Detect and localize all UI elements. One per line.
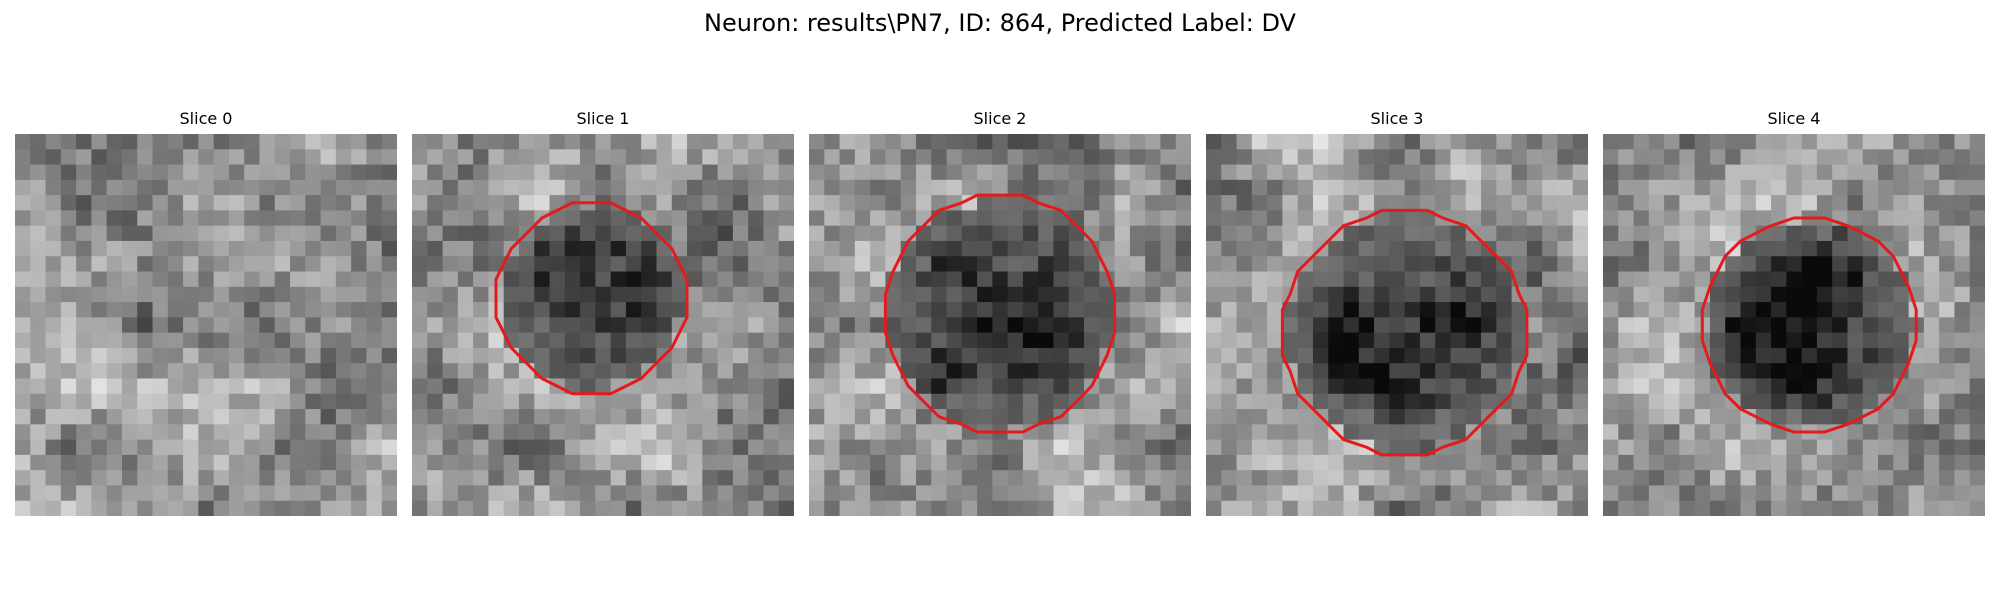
slice-panel-4: Slice 4 [1603,108,1985,522]
slice-panel-0: Slice 0 [15,108,397,522]
slice-image [1603,134,1985,516]
slice-title: Slice 2 [973,109,1027,128]
slice-pixels [809,134,1191,516]
slice-pixels [1206,134,1588,516]
slice-title: Slice 4 [1767,109,1821,128]
slice-panel-1: Slice 1 [412,108,794,522]
slice-pixels [15,134,397,516]
slice-panel-3: Slice 3 [1206,108,1588,522]
segmentation-outline [1700,216,1918,434]
slice-panel-2: Slice 2 [809,108,1191,522]
segmentation-outline [1280,208,1529,457]
slice-image [15,134,397,516]
slice-image [1206,134,1588,516]
slice-image [809,134,1191,516]
slice-title: Slice 1 [576,109,630,128]
segmentation-outline [883,193,1117,434]
slice-pixels [1603,134,1985,516]
figure-title: Neuron: results\PN7, ID: 864, Predicted … [704,9,1296,37]
slice-title: Slice 3 [1370,109,1424,128]
slice-title: Slice 0 [179,109,233,128]
slice-image [412,134,794,516]
slice-pixels [412,134,794,516]
segmentation-outline [494,201,689,396]
